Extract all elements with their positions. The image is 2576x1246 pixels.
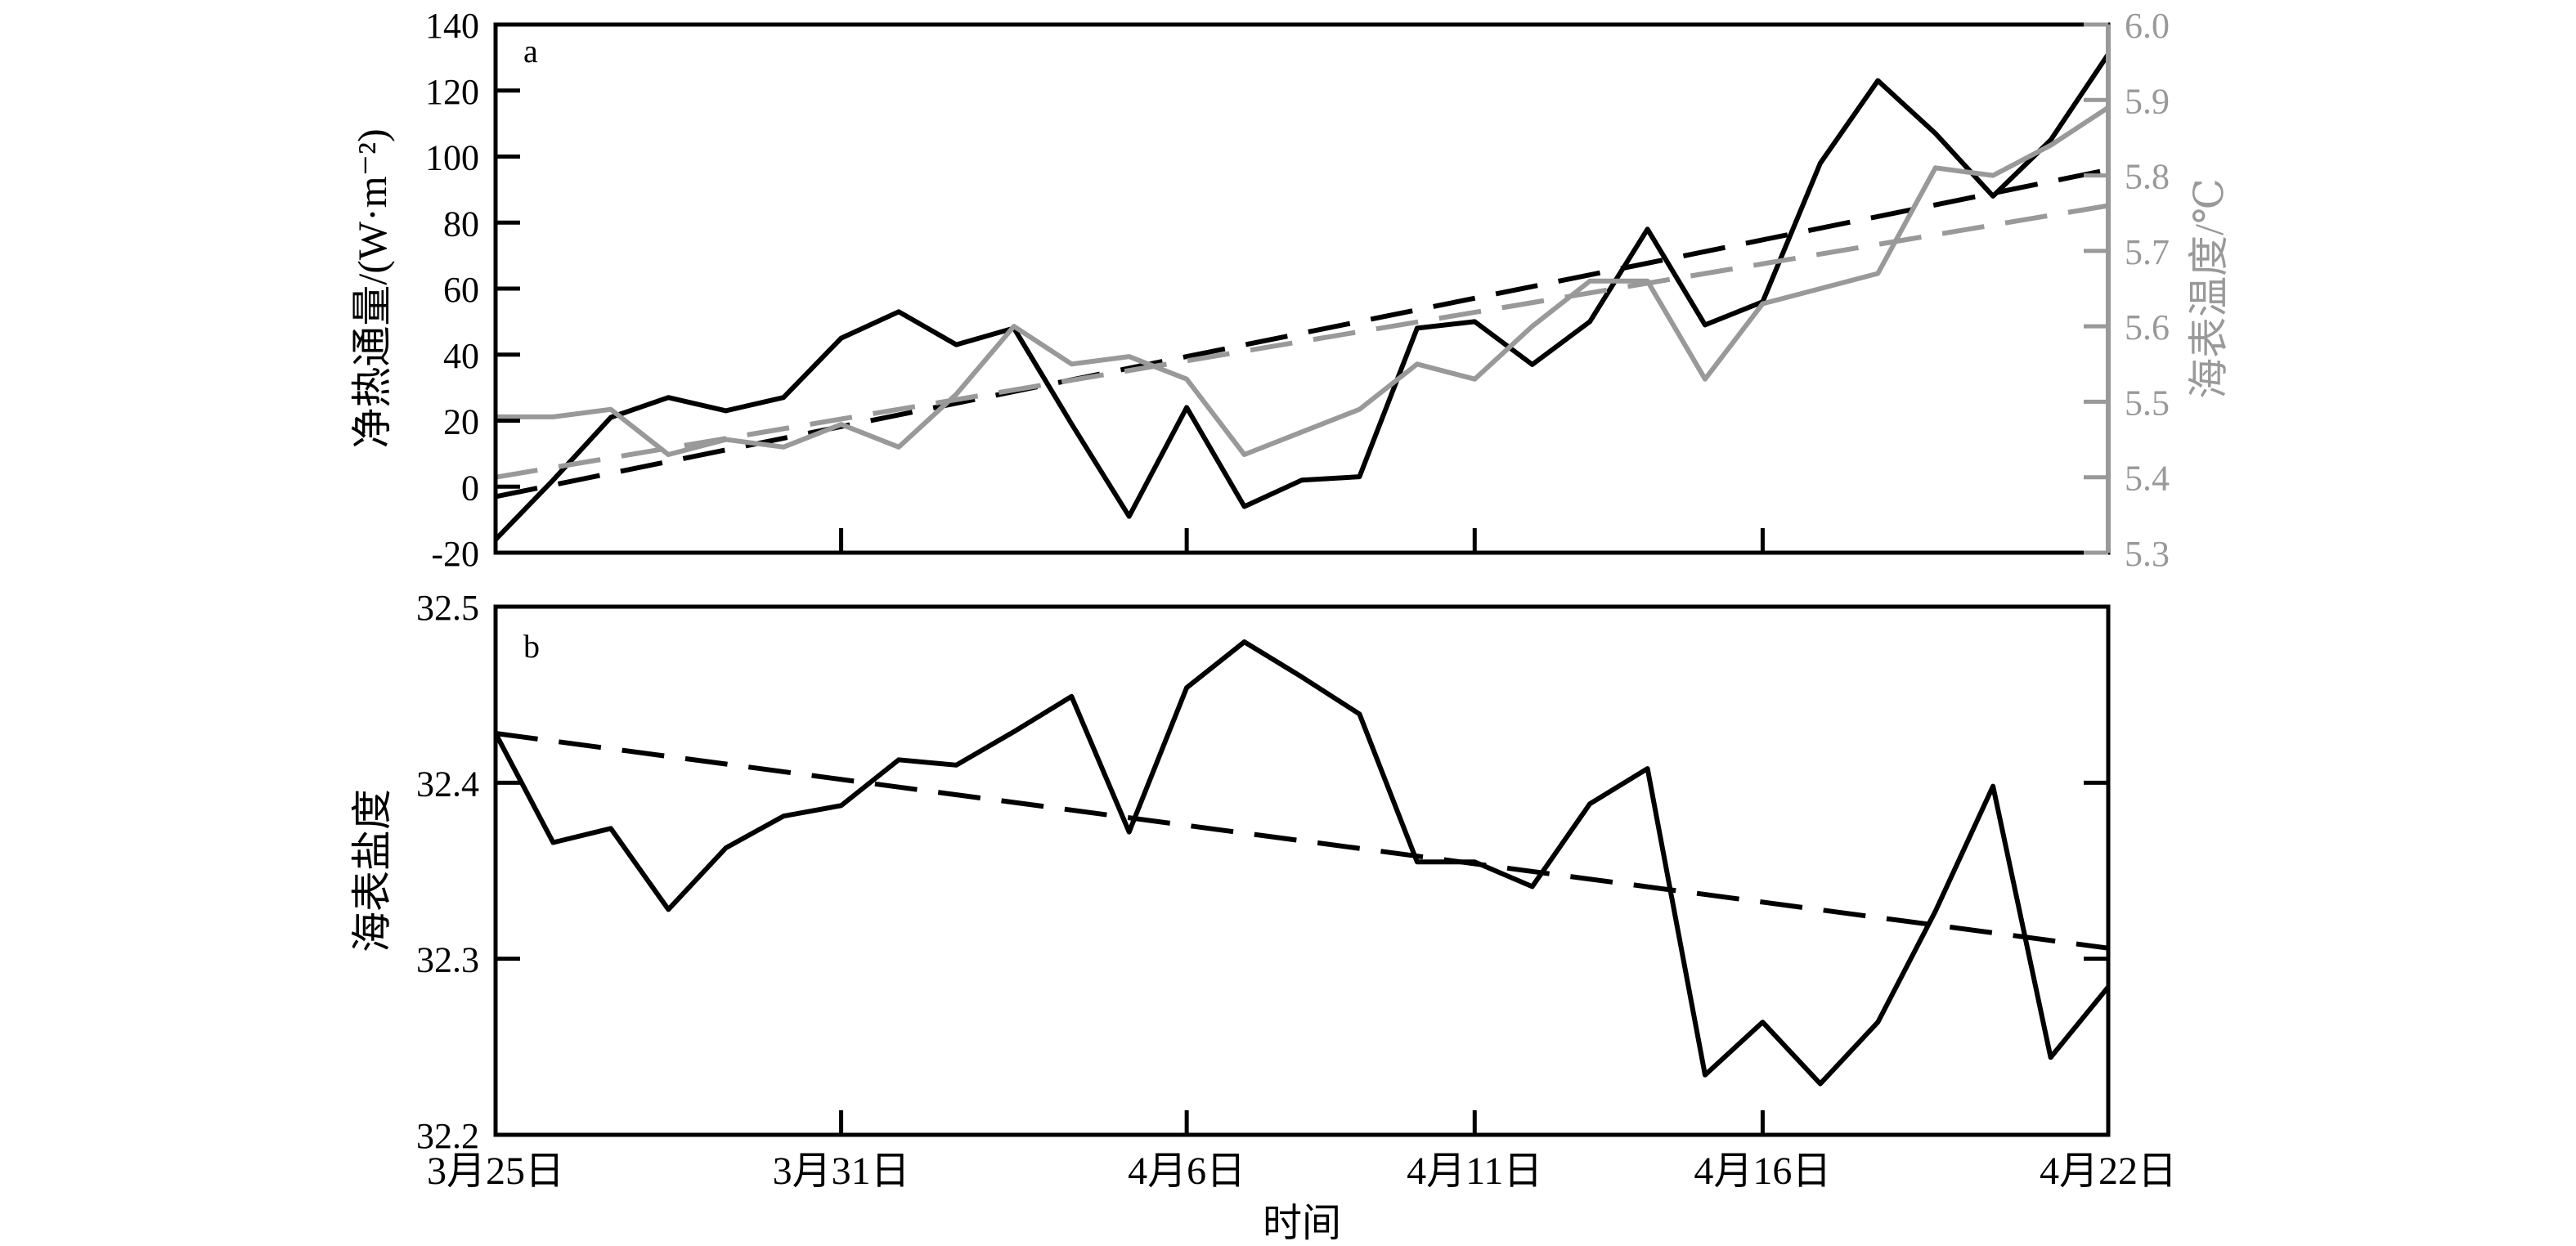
panel-a-left-y-tick-label: 0 <box>461 468 479 508</box>
x-tick-label: 4月22日 <box>2040 1150 2177 1193</box>
panel-a-right-y-tick-label: 5.6 <box>2125 307 2170 347</box>
panel-a-left-y-ticks: -20 0 20 40 60 80 100 120 140 <box>425 6 520 574</box>
panel-a-right-axis-label: 海表温度/℃ <box>2186 178 2232 399</box>
panel-a-left-y-tick-label: 140 <box>425 6 479 46</box>
panel-a-left-y-tick-label: 100 <box>425 138 479 178</box>
panel-a-left-y-tick-label: 80 <box>443 204 479 244</box>
panel-b-label: b <box>523 628 540 665</box>
panel-a-series-0-line <box>493 52 2111 541</box>
panel-b-y-ticks: 32.2 32.3 32.4 32.5 <box>416 588 2108 1156</box>
panel-b-series-0-line <box>493 639 2111 1087</box>
panel-a-right-y-tick-label: 5.8 <box>2125 157 2170 197</box>
panel-b: 32.2 32.3 32.4 32.5 b 海表盐度 <box>349 588 2111 1156</box>
panel-b-y-tick-label: 32.4 <box>416 764 479 804</box>
x-tick-label: 4月11日 <box>1407 1150 1542 1193</box>
panel-b-series-1-line <box>495 731 2109 951</box>
panel-b-y-tick-label: 32.5 <box>416 588 479 628</box>
panel-b-x-ticks <box>839 1110 1765 1135</box>
panel-a-right-y-tick-label: 5.3 <box>2125 534 2170 574</box>
panel-a-x-ticks <box>839 528 1765 553</box>
panel-b-y-axis-label: 海表盐度 <box>349 789 395 952</box>
panel-b-y-tick-label: 32.2 <box>416 1116 479 1156</box>
panel-a-left-y-tick-label: -20 <box>431 534 479 574</box>
panel-b-y-tick-label: 32.3 <box>416 940 479 980</box>
panel-a-right-y-tick-label: 5.9 <box>2125 81 2170 121</box>
panel-a-series-3-line <box>495 203 2109 480</box>
panel-a-right-y-tick-label: 5.7 <box>2125 232 2170 272</box>
panel-b-frame <box>493 604 2111 1137</box>
panel-a-right-y-tick-label: 6.0 <box>2125 6 2170 46</box>
panel-a-left-y-tick-label: 120 <box>425 72 479 112</box>
panel-a: -20 0 20 40 60 80 100 120 140 5.3 5.4 5.5 5.6 5.7 5.8… <box>349 6 2232 574</box>
panel-b-series <box>493 639 2111 1087</box>
x-axis-label: 时间 <box>1263 1202 1341 1245</box>
panel-a-right-y-ticks: 5.3 5.4 5.5 5.6 5.7 5.8 5.9 6.0 <box>2084 6 2170 574</box>
panel-a-label: a <box>523 33 538 69</box>
x-tick-label: 3月25日 <box>427 1150 564 1193</box>
panel-a-series-2-line <box>496 105 2110 457</box>
panel-a-right-y-tick-label: 5.4 <box>2125 459 2170 499</box>
x-tick-label: 3月31日 <box>773 1150 910 1193</box>
panel-a-right-y-tick-label: 5.5 <box>2125 383 2170 423</box>
x-tick-label: 4月16日 <box>1694 1150 1831 1193</box>
panel-a-left-y-tick-label: 20 <box>443 402 479 442</box>
panel-a-left-axis-label: 净热通量/(W·m⁻²) <box>349 128 395 448</box>
x-tick-labels: 3月25日 3月31日 4月6日 4月11日 4月16日 4月22日 <box>427 1150 2177 1193</box>
x-tick-label: 4月6日 <box>1128 1150 1245 1193</box>
panel-a-series <box>493 52 2111 541</box>
panel-a-left-y-tick-label: 60 <box>443 270 479 310</box>
panel-a-left-y-tick-label: 40 <box>443 336 479 376</box>
